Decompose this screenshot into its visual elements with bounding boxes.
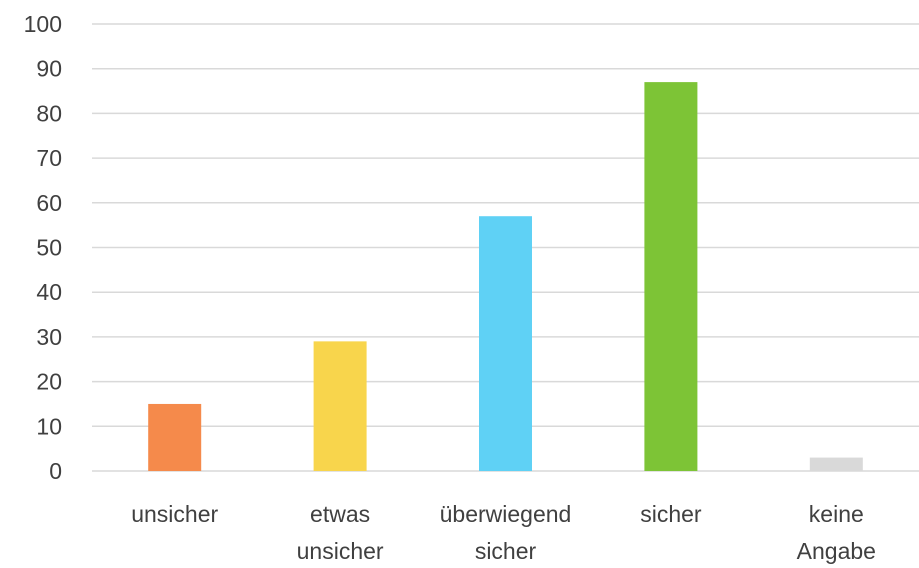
- y-tick-label: 40: [36, 279, 62, 305]
- y-tick-label: 0: [49, 458, 62, 484]
- y-tick-label: 30: [36, 324, 62, 350]
- x-category-label: unsicher: [131, 501, 218, 527]
- bar-0: [148, 403, 202, 471]
- x-category-label: keine Angabe: [797, 501, 876, 564]
- y-tick-label: 80: [36, 100, 62, 126]
- bars: [148, 82, 863, 472]
- y-tick-label: 90: [36, 56, 62, 82]
- x-category-label: etwas unsicher: [297, 501, 384, 564]
- y-tick-label: 20: [36, 369, 62, 395]
- y-tick-label: 50: [36, 235, 62, 261]
- bar-1: [313, 341, 367, 471]
- bar-4: [809, 457, 863, 471]
- x-category-label: sicher: [640, 501, 702, 527]
- y-axis-ticks: 0 10 20 30 40 50 60 70 80 90 100: [24, 11, 62, 484]
- y-tick-label: 100: [24, 11, 62, 37]
- bar-3: [644, 82, 698, 472]
- y-tick-label: 10: [36, 413, 62, 439]
- x-axis-labels: unsicher etwas unsicher überwiegend sicher si…: [131, 501, 876, 564]
- bar-2: [479, 216, 532, 471]
- x-category-label: überwiegend sicher: [440, 501, 572, 564]
- y-tick-label: 60: [36, 190, 62, 216]
- y-tick-label: 70: [36, 145, 62, 171]
